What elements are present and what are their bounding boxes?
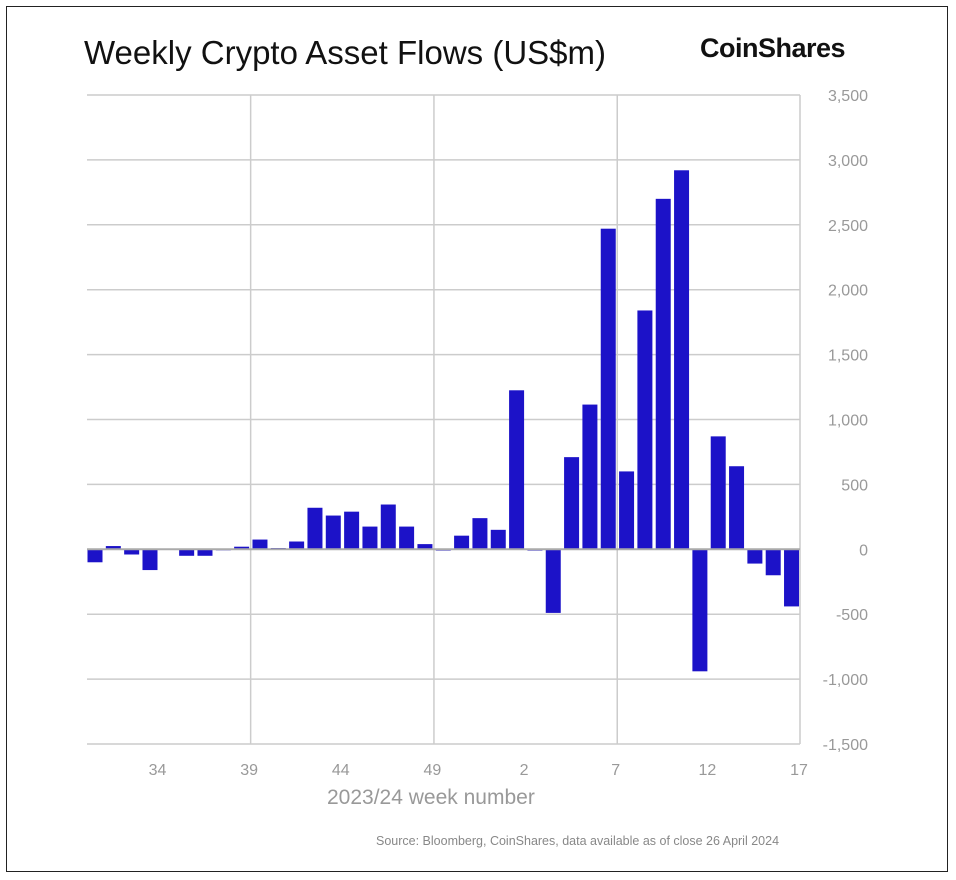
- y-tick-label: 500: [841, 477, 868, 494]
- y-tick-label: 1,000: [828, 413, 868, 430]
- x-tick-label: 7: [611, 762, 620, 779]
- bar-week-36: [179, 549, 195, 556]
- bar-week-31: [87, 549, 103, 563]
- bar-week-39: [234, 546, 250, 550]
- y-tick-label: 3,500: [828, 88, 868, 105]
- bar-week-49: [417, 544, 433, 550]
- bar-week-4: [545, 549, 561, 613]
- bar-week-33: [124, 549, 140, 555]
- bar-week-52: [472, 518, 488, 550]
- bar-week-17: [784, 549, 800, 607]
- x-tick-label: 34: [149, 762, 167, 779]
- bar-week-51: [454, 535, 470, 550]
- bar-week-45: [344, 511, 360, 550]
- y-tick-label: 0: [859, 542, 868, 559]
- bar-week-37: [197, 549, 213, 556]
- y-tick-label: -1,000: [823, 672, 868, 689]
- x-tick-label: 17: [790, 762, 808, 779]
- bar-week-40: [252, 539, 268, 550]
- bar-week-43: [307, 507, 323, 550]
- bar-week-34: [142, 549, 158, 571]
- bar-week-1: [490, 529, 506, 550]
- bar-week-47: [380, 504, 396, 550]
- bar-week-13: [710, 436, 726, 550]
- y-tick-label: -500: [836, 607, 868, 624]
- y-tick-label: 1,500: [828, 348, 868, 365]
- bar-week-14: [729, 466, 745, 550]
- x-tick-label: 2: [520, 762, 529, 779]
- bar-week-42: [289, 541, 305, 550]
- bar-week-44: [325, 515, 341, 550]
- bar-week-15: [747, 549, 763, 564]
- chart-title: Weekly Crypto Asset Flows (US$m): [84, 34, 607, 71]
- bar-week-32: [105, 546, 121, 550]
- x-axis-title: 2023/24 week number: [327, 786, 535, 809]
- y-tick-label: 2,500: [828, 218, 868, 235]
- bar-week-5: [564, 457, 580, 550]
- x-tick-label: 44: [332, 762, 350, 779]
- bar-week-10: [655, 198, 671, 550]
- x-tick-label: 49: [424, 762, 442, 779]
- bar-week-8: [619, 471, 635, 550]
- bar-week-9: [637, 310, 653, 550]
- bar-week-6: [582, 404, 598, 550]
- bar-week-48: [399, 526, 415, 550]
- bar-week-2: [509, 390, 525, 550]
- bar-week-12: [692, 549, 708, 672]
- x-tick-label: 39: [240, 762, 258, 779]
- bar-week-7: [600, 228, 616, 550]
- y-tick-label: 2,000: [828, 283, 868, 300]
- bar-week-16: [765, 549, 781, 576]
- y-tick-label: 3,000: [828, 153, 868, 170]
- y-tick-label: -1,500: [823, 737, 868, 754]
- source-note: Source: Bloomberg, CoinShares, data avai…: [376, 834, 780, 848]
- brand-logo: CoinShares: [700, 33, 846, 63]
- x-tick-label: 12: [698, 762, 716, 779]
- bar-week-46: [362, 526, 378, 550]
- bar-week-11: [674, 170, 690, 550]
- chart-frame: [6, 6, 948, 872]
